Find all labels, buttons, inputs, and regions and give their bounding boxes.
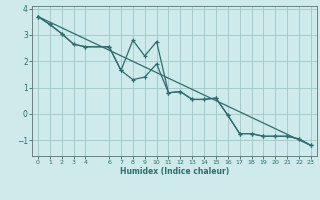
X-axis label: Humidex (Indice chaleur): Humidex (Indice chaleur): [120, 167, 229, 176]
